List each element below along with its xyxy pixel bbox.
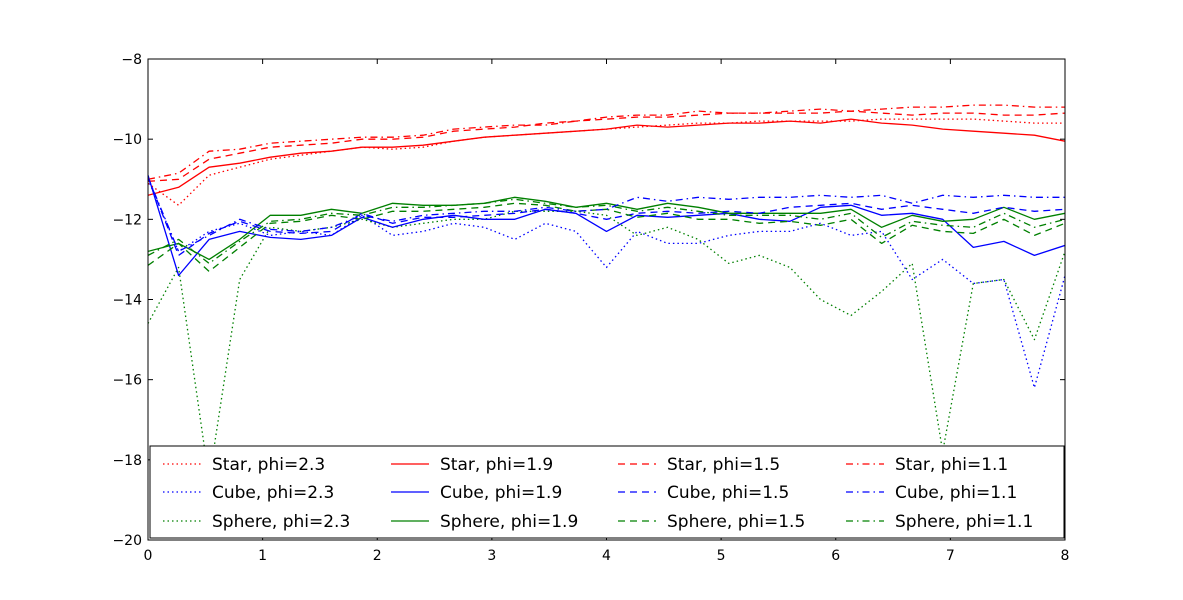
legend-box bbox=[149, 445, 1065, 539]
y-tick-label: −10 bbox=[112, 132, 142, 148]
legend-label-star-phi-1-5: Star, phi=1.5 bbox=[667, 455, 780, 475]
y-tick-label: −14 bbox=[112, 293, 142, 309]
legend-label-cube-phi-1-1: Cube, phi=1.1 bbox=[895, 483, 1017, 503]
legend-label-cube-phi-1-5: Cube, phi=1.5 bbox=[667, 483, 789, 503]
legend-label-cube-phi-2-3: Cube, phi=2.3 bbox=[212, 483, 334, 503]
series-line-sphere-phi-1-9 bbox=[148, 196, 1065, 261]
legend-label-sphere-phi-1-1: Sphere, phi=1.1 bbox=[895, 512, 1033, 532]
legend-label-sphere-phi-1-5: Sphere, phi=1.5 bbox=[667, 512, 805, 532]
y-tick-label: −16 bbox=[112, 373, 142, 389]
x-tick-label: 7 bbox=[946, 548, 955, 564]
series-line-star-phi-1-9 bbox=[148, 118, 1065, 196]
legend-label-star-phi-1-9: Star, phi=1.9 bbox=[440, 455, 553, 475]
legend: Star, phi=2.3 Cube, phi=2.3 Sphere, phi=2.… bbox=[149, 445, 1065, 539]
series-line-star-phi-1-5 bbox=[148, 110, 1065, 182]
x-tick-label: 6 bbox=[831, 548, 840, 564]
legend-label-cube-phi-1-9: Cube, phi=1.9 bbox=[440, 483, 562, 503]
x-tick-label: 5 bbox=[717, 548, 726, 564]
x-tick-label: 1 bbox=[258, 548, 267, 564]
series-group bbox=[148, 104, 1065, 481]
x-tick-label: 3 bbox=[487, 548, 496, 564]
legend-label-sphere-phi-1-9: Sphere, phi=1.9 bbox=[440, 512, 578, 532]
legend-label-star-phi-1-1: Star, phi=1.1 bbox=[895, 455, 1008, 475]
series-line-cube-phi-2-3 bbox=[148, 179, 1065, 389]
y-tick-label: −20 bbox=[112, 533, 142, 549]
legend-label-sphere-phi-2-3: Sphere, phi=2.3 bbox=[212, 512, 350, 532]
series-line-sphere-phi-2-3 bbox=[148, 210, 1065, 481]
y-tick-label: −12 bbox=[112, 212, 142, 228]
axes: 0 1 2 3 4 5 6 7 8 −20 −18 −16 −14 −12 −10 −8 bbox=[112, 52, 1069, 564]
x-tick-label: 8 bbox=[1061, 548, 1070, 564]
series-line-sphere-phi-1-5 bbox=[148, 202, 1065, 273]
x-tick-label: 4 bbox=[602, 548, 611, 564]
series-line-star-phi-1-1 bbox=[148, 104, 1065, 180]
series-line-cube-phi-1-9 bbox=[148, 175, 1065, 277]
y-tick-label: −8 bbox=[121, 52, 142, 68]
y-tick-label: −18 bbox=[112, 453, 142, 469]
x-tick-label: 2 bbox=[373, 548, 382, 564]
legend-label-star-phi-2-3: Star, phi=2.3 bbox=[212, 455, 325, 475]
series-line-cube-phi-1-5 bbox=[148, 176, 1065, 257]
x-tick-label: 0 bbox=[144, 548, 153, 564]
